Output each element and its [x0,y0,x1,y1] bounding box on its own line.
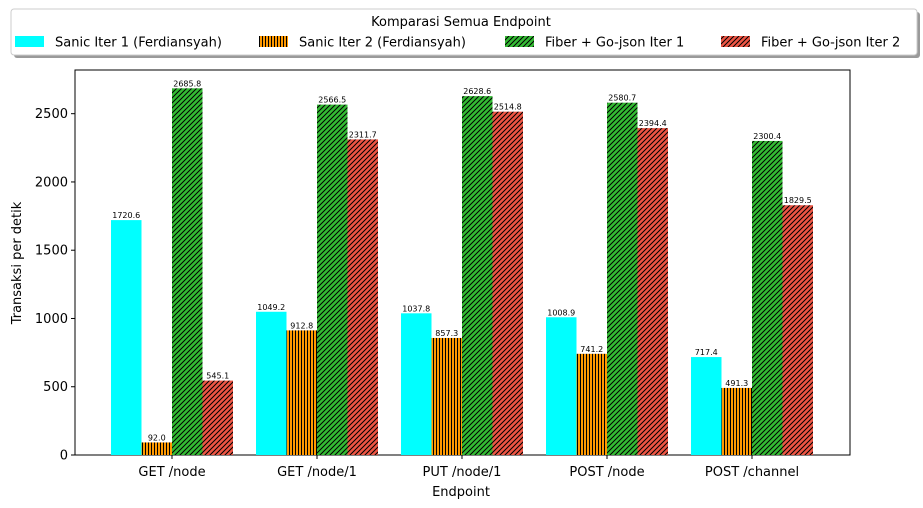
y-tick-label: 2500 [35,107,68,122]
bar [202,380,233,455]
x-axis-title: Endpoint [432,485,490,500]
y-tick-label: 2000 [35,175,68,190]
legend-item: Sanic Iter 1 (Ferdiansyah) [15,36,222,51]
bar-value-label: 2514.8 [494,103,522,112]
bar [691,357,722,455]
bar-value-label: 912.8 [290,321,313,330]
y-axis-title: Transaksi per detik [10,201,25,325]
legend-swatch [505,36,534,47]
legend-items: Sanic Iter 1 (Ferdiansyah) Sanic Iter 2 (… [15,36,900,51]
bars [111,88,813,456]
bar-value-label: 1008.9 [547,308,575,317]
bar [141,442,172,455]
bar [317,104,348,456]
y-tick-label: 1000 [35,312,68,327]
axes: 0 500 1000 1500 2000 2500 GET /node GET /node/1… [35,69,851,480]
bar-value-label: 2628.6 [463,87,491,96]
legend-item: Fiber + Go-json Iter 1 [505,36,684,51]
bar [721,387,752,455]
legend-swatch [721,36,750,47]
bar-value-label: 1720.6 [112,211,140,220]
bar-value-label: 2580.7 [608,94,636,103]
legend: Komparasi Semua Endpoint Sanic Iter 1 (F… [10,8,920,58]
legend-swatch [15,36,44,47]
bar-value-label: 1049.2 [257,303,285,312]
bar-value-label: 491.3 [725,379,748,388]
bar [782,205,813,455]
y-tick-label: 0 [60,449,68,464]
bar-labels: 1720.6 1049.2 1037.8 1008.9 717.4 92.0 912.8 85… [112,79,812,442]
bar [431,337,462,455]
bar-value-label: 857.3 [435,329,458,338]
bar [172,88,203,455]
legend-label: Fiber + Go-json Iter 1 [545,36,684,51]
x-tick-label: POST /node [569,465,644,480]
legend-label: Sanic Iter 1 (Ferdiansyah) [55,36,222,51]
bar [462,96,493,455]
bar [347,139,378,455]
legend-swatch [259,36,288,47]
bar-value-label: 717.4 [695,348,718,357]
x-tick-label: GET /node [138,465,205,480]
bar [492,111,523,456]
bar-value-label: 2394.4 [639,119,667,128]
legend-label: Sanic Iter 2 (Ferdiansyah) [299,36,466,51]
legend-label: Fiber + Go-json Iter 2 [761,36,900,51]
bar-value-label: 92.0 [148,433,166,442]
legend-frame [10,8,918,56]
x-tick-label: GET /node/1 [277,465,357,480]
bar-value-label: 1037.8 [402,304,430,313]
bar [752,140,783,455]
bar [401,313,432,455]
y-tick-label: 500 [43,380,68,395]
bar-value-label: 2566.5 [318,96,346,105]
bar-value-label: 2685.8 [173,79,201,88]
legend-item: Sanic Iter 2 (Ferdiansyah) [259,36,466,51]
y-tick-label: 1500 [35,244,68,259]
bar-value-label: 545.1 [206,372,229,381]
bar [111,220,142,455]
bar [546,317,577,455]
x-tick-label: PUT /node/1 [423,465,502,480]
bar [607,102,638,456]
bar-value-label: 2300.4 [753,132,781,141]
bar-value-label: 2311.7 [349,130,377,139]
bar [256,311,287,455]
legend-item: Fiber + Go-json Iter 2 [721,36,900,51]
x-tick-label: POST /channel [705,465,799,480]
bar [637,128,668,455]
bar-value-label: 1829.5 [784,196,812,205]
legend-title: Komparasi Semua Endpoint [371,15,551,30]
bar [286,330,317,455]
bar [576,353,607,455]
bar-value-label: 741.2 [580,345,603,354]
